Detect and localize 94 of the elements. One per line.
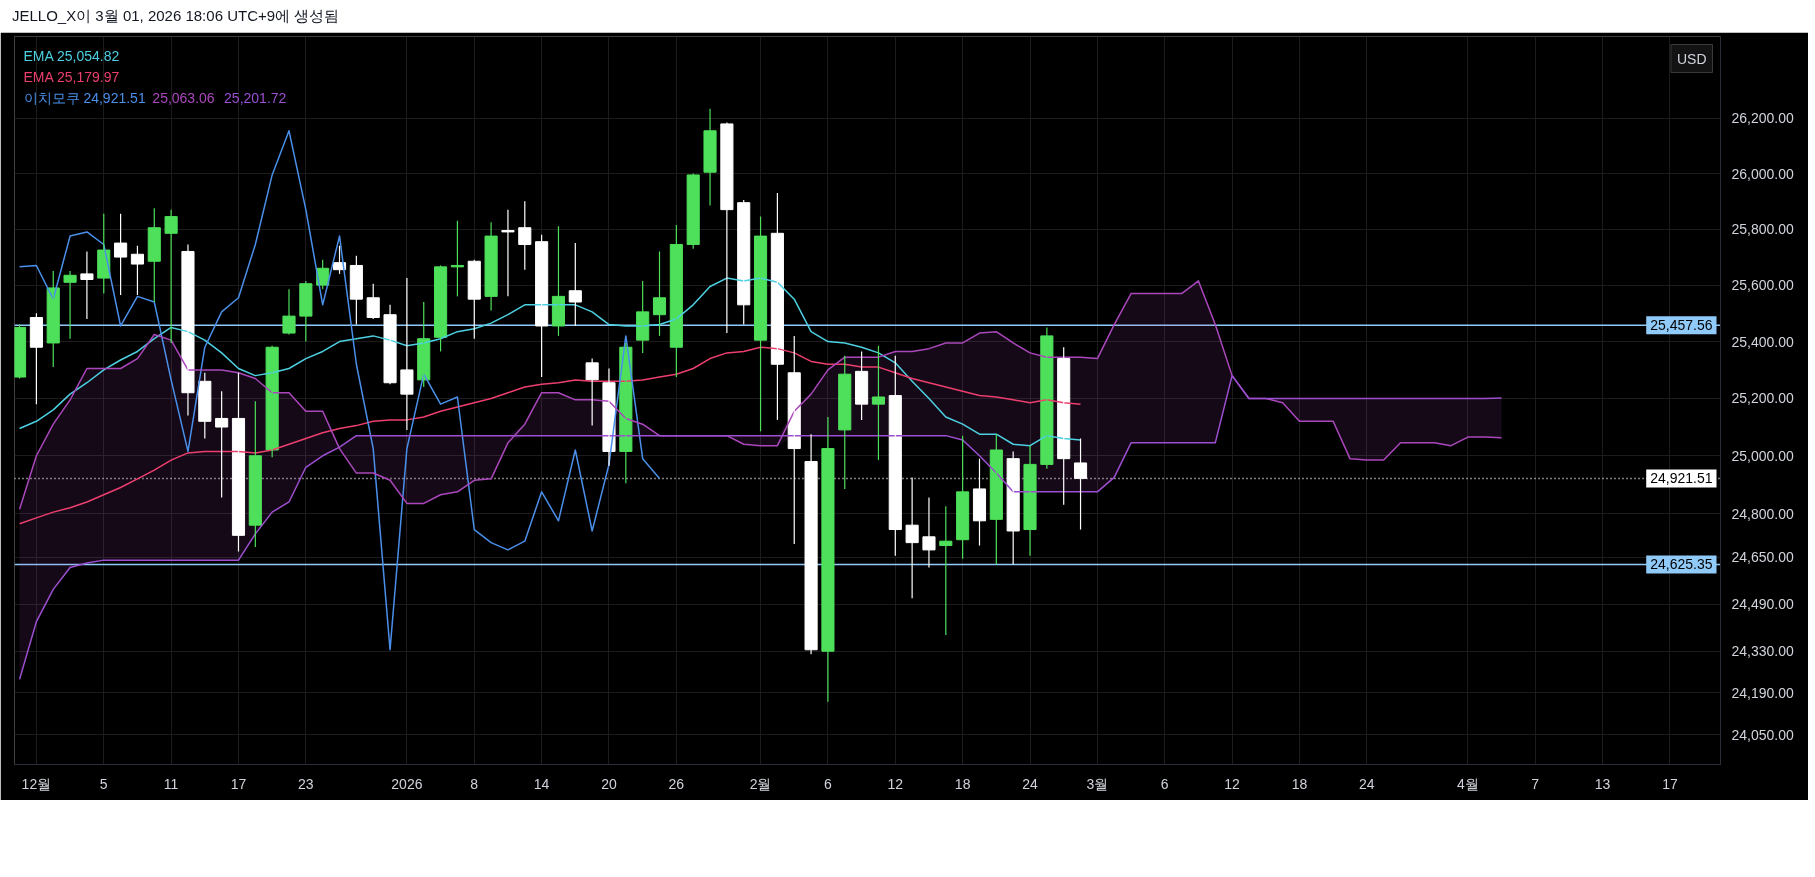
text: EMA 25,054.82 (23, 47, 120, 64)
x-tick-label: 18 (954, 775, 971, 792)
candlestick (366, 283, 380, 320)
candlestick (669, 224, 683, 378)
candlestick (265, 345, 279, 458)
x-tick-label: 7 (1531, 775, 1540, 792)
candlestick (63, 270, 77, 340)
x-tick-label: 23 (298, 775, 314, 792)
x-tick-label: 24 (1022, 775, 1039, 792)
x-tick-label: 18 (1291, 775, 1308, 792)
x-tick-label: 12 (887, 775, 904, 792)
candlestick (198, 372, 212, 440)
candlestick (535, 234, 549, 378)
y-tick-label: 25,600.00 (1731, 277, 1794, 294)
candlestick (737, 199, 751, 326)
x-tick-label: 3월 (1086, 775, 1109, 792)
text: 25,063.06 (152, 89, 215, 106)
candlestick (349, 255, 363, 326)
x-tick-label: 24 (1359, 775, 1375, 792)
x-tick-label: 2026 (391, 775, 423, 792)
line-series (18, 280, 1503, 510)
candlestick (905, 476, 919, 599)
candlestick (29, 312, 43, 405)
y-tick-label: 25,000.00 (1731, 447, 1794, 464)
x-tick-label: 11 (163, 775, 179, 792)
candlestick (939, 505, 953, 636)
x-tick-label: 8 (470, 775, 479, 792)
y-tick-label: 26,000.00 (1731, 165, 1794, 182)
candlestick (299, 280, 313, 343)
y-axis-title: USD (1676, 50, 1707, 67)
candlestick (518, 200, 532, 271)
candlestick (972, 458, 987, 547)
candlestick (80, 250, 94, 320)
candlestick (248, 400, 262, 548)
candlestick (1006, 450, 1020, 566)
candlestick (871, 345, 886, 461)
candlestick (754, 215, 768, 432)
text: EMA 25,179.97 (23, 68, 120, 85)
candlestick (114, 213, 128, 296)
candlestick (400, 277, 414, 431)
line-series (18, 130, 661, 651)
candlestick (282, 288, 296, 336)
ref-line-label: 24,625.35 (1650, 556, 1713, 573)
candlestick (147, 207, 161, 303)
y-tick-label: 25,200.00 (1731, 390, 1794, 407)
x-tick-label: 5 (99, 775, 108, 792)
candlestick (703, 108, 717, 207)
x-tick-label: 6 (824, 775, 833, 792)
y-tick-label: 24,190.00 (1731, 684, 1794, 701)
text: 이치모쿠 24,921.51 (23, 89, 146, 106)
y-tick-label: 24,330.00 (1731, 643, 1794, 660)
line-series (18, 346, 1082, 525)
y-tick-label: 26,200.00 (1731, 110, 1794, 127)
y-tick-label: 25,400.00 (1731, 333, 1794, 350)
ref-line-label: 25,457.56 (1650, 317, 1713, 334)
x-tick-label: 14 (533, 775, 550, 792)
ref-line-label: 24,921.51 (1650, 470, 1713, 487)
x-tick-label: 26 (668, 775, 685, 792)
line-series (18, 374, 1503, 681)
candlestick (652, 250, 667, 337)
candlestick (467, 259, 481, 340)
candlestick (568, 242, 582, 327)
candlestick (585, 357, 599, 427)
x-tick-label: 12 (1224, 775, 1241, 792)
x-tick-label: 4월 (1456, 775, 1479, 792)
x-tick-label: 20 (601, 775, 617, 792)
candlestick (838, 355, 852, 490)
x-tick-label: 12월 (21, 775, 52, 792)
candlestick (956, 435, 970, 560)
x-tick-label: 2월 (749, 775, 772, 792)
candlestick (450, 220, 464, 297)
candlestick (821, 416, 835, 703)
candlestick (922, 497, 936, 569)
text: 25,201.72 (224, 89, 287, 106)
chart-title: JELLO_X이 3월 01, 2026 18:06 UTC+9에 생성됨 (12, 6, 340, 26)
y-tick-label: 24,490.00 (1731, 596, 1794, 613)
y-tick-label: 24,050.00 (1731, 726, 1794, 743)
candlestick (855, 350, 869, 421)
candlestick (686, 172, 700, 250)
candlestick (501, 209, 515, 297)
y-tick-label: 24,650.00 (1731, 549, 1794, 566)
candlestick (484, 221, 498, 312)
x-tick-label: 6 (1160, 775, 1169, 792)
line-series (18, 277, 1082, 447)
candlestick (720, 121, 734, 334)
candlestick (130, 245, 144, 296)
candlestick (164, 209, 178, 344)
x-tick-label: 17 (1662, 775, 1678, 792)
x-tick-label: 17 (230, 775, 247, 792)
y-tick-label: 24,800.00 (1731, 505, 1794, 522)
x-tick-label: 13 (1594, 775, 1611, 792)
candlestick (989, 433, 1003, 566)
y-tick-label: 25,800.00 (1731, 221, 1794, 238)
candlestick (434, 264, 448, 353)
